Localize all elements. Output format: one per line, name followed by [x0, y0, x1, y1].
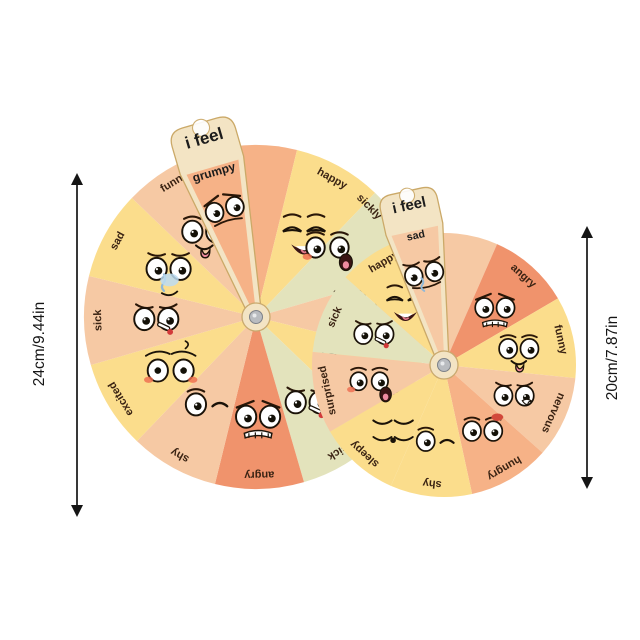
svg-text:20cm/7.87in: 20cm/7.87in [604, 316, 621, 400]
svg-text:24cm/9.44in: 24cm/9.44in [31, 302, 48, 386]
svg-text:shy: shy [421, 477, 442, 491]
svg-text:sick: sick [92, 309, 104, 332]
svg-text:angry: angry [243, 468, 274, 481]
